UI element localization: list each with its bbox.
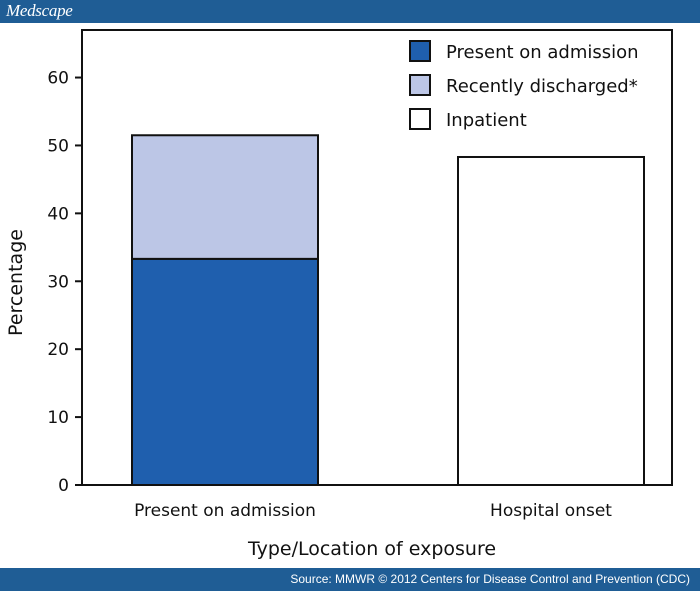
footer-bar: Source: MMWR © 2012 Centers for Disease … (0, 568, 700, 591)
y-tick-label: 20 (47, 340, 69, 360)
bar-segment (131, 257, 319, 486)
chart: 0 10 20 30 40 50 60 Present on admission Hospit… (5, 29, 673, 560)
bar-segment (457, 155, 645, 487)
y-axis-label: Percentage (5, 229, 27, 336)
y-tick-label: 50 (47, 136, 69, 156)
y-tick-label: 0 (58, 476, 69, 496)
legend-label: Inpatient (446, 110, 527, 131)
legend-swatch (409, 74, 431, 96)
legend-swatch (409, 40, 431, 62)
legend-swatch (409, 108, 431, 130)
y-tick-label: 40 (47, 204, 69, 224)
y-tick-label: 30 (47, 272, 69, 292)
plot-frame (81, 29, 673, 486)
legend-label: Present on admission (446, 42, 639, 63)
medscape-logo: Medscape (6, 1, 73, 20)
x-tick-label: Present on admission (134, 501, 316, 521)
x-tick-label: Hospital onset (490, 501, 612, 521)
legend-label: Recently discharged* (446, 76, 638, 97)
y-tick-label: 10 (47, 408, 69, 428)
header-bar: Medscape (0, 0, 700, 23)
source-credit: Source: MMWR © 2012 Centers for Disease … (290, 572, 690, 586)
x-axis-label: Type/Location of exposure (247, 538, 496, 560)
bar-segment (131, 134, 319, 260)
y-tick-label: 60 (47, 69, 69, 89)
